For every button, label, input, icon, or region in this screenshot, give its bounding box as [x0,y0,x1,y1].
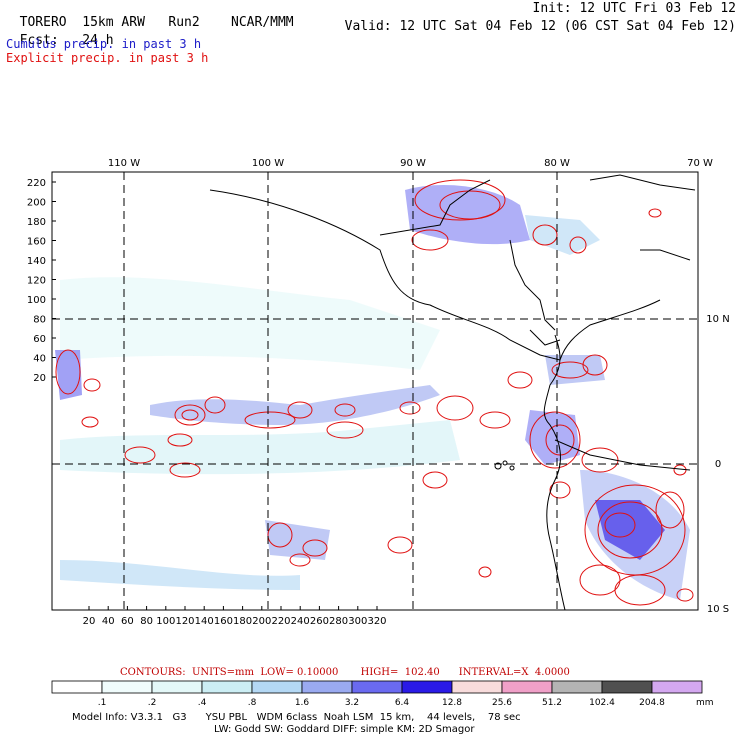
colorbar-swatch [651,680,703,694]
colorbar-label: .1 [98,698,107,708]
lon-label: 70 W [687,158,713,169]
longitude-labels: 110 W 100 W 90 W 80 W 70 W [108,158,713,169]
south-cluster [265,520,330,560]
colorbar-swatch [251,680,303,694]
coastlines [209,174,696,611]
x-tick-label: 40 [102,616,115,627]
colorbar-label: 12.8 [442,698,462,708]
itcz-band [150,385,440,425]
y-tick-label: 180 [27,217,46,228]
colorbar-swatch [401,680,453,694]
explicit-precip-contours [55,179,694,606]
colorbar-swatch [501,680,553,694]
y-tick-label: 220 [27,178,46,189]
valid-time: Valid: 12 UTC Sat 04 Feb 12 (06 CST Sat … [344,19,736,34]
header-model: TORERO 15km ARW Run2 NCAR/MMM [4,2,294,30]
x-tick-label: 180 [233,616,252,627]
colorbar-label: .8 [248,698,257,708]
latitude-labels: 10 N 0 10 S [706,314,729,615]
central-america-precip [405,185,530,245]
lat-label: 10 S [707,604,729,615]
lon-label: 110 W [108,158,140,169]
precip-colorbar [51,680,703,694]
x-axis-ticks: 20 40 60 80 100 120 140 160 180 200 220 240 260 280 30… [83,606,387,627]
y-tick-label: 200 [27,198,46,209]
y-axis-ticks: 220 200 180 160 140 120 100 80 60 40 20 [27,178,56,384]
colorbar-swatch [201,680,253,694]
colorbar-swatch [101,680,153,694]
x-tick-label: 320 [367,616,386,627]
panama-precip [545,355,605,385]
x-tick-label: 300 [348,616,367,627]
colorbar-label: 3.2 [345,698,359,708]
y-tick-label: 100 [27,295,46,306]
colorbar-unit: mm [696,698,714,708]
colorbar-swatch [551,680,603,694]
contour-info: CONTOURS: UNITS=mm LOW= 0.10000 HIGH= 10… [120,667,570,678]
y-tick-label: 80 [33,315,46,326]
model-info-line2: LW: Godd SW: Goddard DIFF: simple KM: 2D… [214,724,475,735]
x-tick-label: 100 [156,616,175,627]
forecast-hour: Fcst: 24 h [4,20,114,48]
lon-label: 80 W [544,158,570,169]
cumulus-precip-shading [55,185,690,600]
southern-band [60,560,300,590]
colorbar-label: 51.2 [542,698,562,708]
y-tick-label: 20 [33,373,46,384]
x-tick-label: 260 [310,616,329,627]
west-cluster [55,350,82,400]
galapagos-islands [494,460,515,471]
map-frame [51,171,699,611]
colorbar-swatch [601,680,653,694]
model-resolution: 15km ARW [82,15,145,30]
colorbar-swatch [351,680,403,694]
field-explicit-label: Explicit precip. in past 3 h [6,51,209,65]
x-tick-label: 160 [214,616,233,627]
x-tick-label: 80 [140,616,153,627]
y-tick-label: 40 [33,354,46,365]
init-time: Init: 12 UTC Fri 03 Feb 12 [532,1,737,16]
model-info-line1: Model Info: V3.3.1 G3 YSU PBL WDM 6class… [72,712,521,723]
colombia-precip [525,410,580,465]
colorbar-label: .2 [148,698,157,708]
fcst-value: 24 h [82,33,114,48]
colorbar-labels: .1 .2 .4 .8 1.6 3.2 6.4 12.8 25.6 51.2 102.4 204.8 [98,698,665,708]
lat-label: 10 N [706,314,729,325]
x-tick-label: 140 [195,616,214,627]
colorbar-label: 102.4 [589,698,615,708]
model-run: Run2 [168,15,200,30]
x-tick-label: 20 [83,616,96,627]
model-name: TORERO [19,15,67,30]
lon-label: 90 W [400,158,426,169]
lat-lon-gridlines [52,172,698,610]
north-light-area [60,277,440,370]
x-tick-label: 120 [175,616,194,627]
y-tick-label: 160 [27,237,46,248]
x-tick-label: 280 [329,616,348,627]
model-org: NCAR/MMM [231,15,294,30]
colorbar-label: 1.6 [295,698,310,708]
colorbar-label: 6.4 [395,698,410,708]
colorbar-swatch [451,680,503,694]
y-tick-label: 120 [27,276,46,287]
y-tick-label: 60 [33,334,46,345]
caribbean-precip [525,215,600,255]
fcst-label: Fcst: [19,33,59,48]
colorbar-label: .4 [198,698,207,708]
colorbar-label: 204.8 [639,698,665,708]
colorbar-swatch [301,680,353,694]
colorbar-label: 25.6 [492,698,512,708]
x-tick-label: 240 [291,616,310,627]
colorbar-swatch [151,680,203,694]
y-tick-label: 140 [27,256,46,267]
itcz-band-light [60,420,460,475]
lon-label: 100 W [252,158,284,169]
x-tick-label: 220 [271,616,290,627]
x-tick-label: 60 [121,616,134,627]
colorbar-swatch [51,680,103,694]
lat-label: 0 [715,459,721,470]
field-cumulus-label: Cumulus precip. in past 3 h [6,37,202,51]
x-tick-label: 200 [252,616,271,627]
